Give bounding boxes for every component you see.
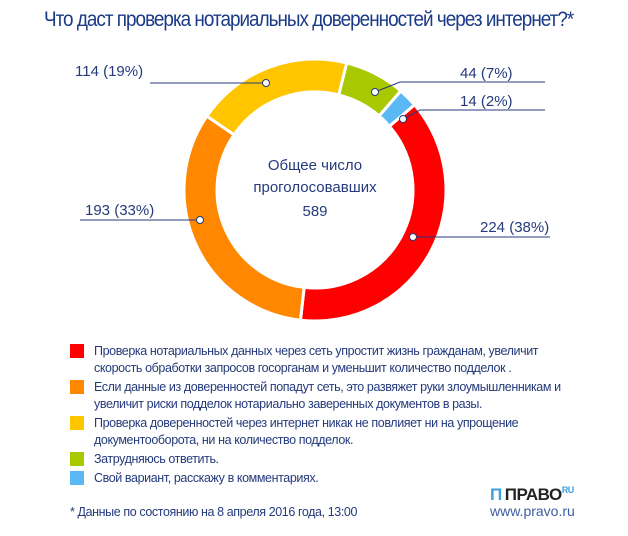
- logo-text: ПРАВО: [504, 485, 562, 504]
- pravo-logo-icon: Π: [490, 485, 502, 504]
- data-label: 44 (7%): [460, 65, 513, 82]
- legend-label: Проверка нотариальных данных через сеть …: [94, 344, 539, 375]
- center-line2: проголосовавших: [253, 179, 377, 196]
- logo-sup: RU: [561, 485, 575, 495]
- leader-dot: [409, 233, 417, 241]
- center-total: 589: [302, 203, 327, 220]
- legend: Проверка нотариальных данных через сеть …: [70, 343, 580, 489]
- data-label: 193 (33%): [85, 202, 154, 219]
- legend-swatch: [70, 416, 84, 430]
- leader-line: [374, 81, 545, 93]
- donut-slice: [204, 57, 349, 137]
- legend-item: Если данные из доверенностей попадут сет…: [70, 379, 580, 413]
- donut-chart: 114 (19%) 44 (7%) 14 (2%) 224 (38%) 193 (33%…: [75, 57, 550, 323]
- legend-item: Проверка нотариальных данных через сеть …: [70, 343, 580, 377]
- legend-label: Если данные из доверенностей попадут сет…: [94, 380, 561, 411]
- legend-label: Затрудняюсь ответить.: [94, 452, 219, 466]
- chart-title: Что даст проверка нотариальных доверенно…: [44, 8, 574, 31]
- legend-swatch: [70, 471, 84, 485]
- logo-url[interactable]: www.pravo.ru: [490, 503, 575, 519]
- leader-dot: [399, 115, 407, 123]
- data-label: 114 (19%): [75, 63, 143, 80]
- data-label: 14 (2%): [460, 93, 513, 110]
- leader-dot: [262, 79, 270, 87]
- legend-item: Проверка доверенностей через интернет ни…: [70, 415, 580, 449]
- legend-item: Свой вариант, расскажу в комментариях.: [70, 470, 580, 487]
- footnote: * Данные по состоянию на 8 апреля 2016 г…: [70, 505, 358, 519]
- leader-line: [402, 109, 545, 120]
- legend-swatch: [70, 380, 84, 394]
- data-label: 224 (38%): [480, 219, 549, 236]
- leader-dot: [371, 88, 379, 96]
- leader-dot: [196, 216, 204, 224]
- legend-label: Проверка доверенностей через интернет ни…: [94, 416, 519, 447]
- legend-item: Затрудняюсь ответить.: [70, 451, 580, 468]
- center-line1: Общее число: [268, 157, 362, 174]
- legend-swatch: [70, 452, 84, 466]
- legend-swatch: [70, 344, 84, 358]
- logo[interactable]: Π ПРАВОRU www.pravo.ru: [490, 485, 575, 519]
- legend-label: Свой вариант, расскажу в комментариях.: [94, 471, 319, 485]
